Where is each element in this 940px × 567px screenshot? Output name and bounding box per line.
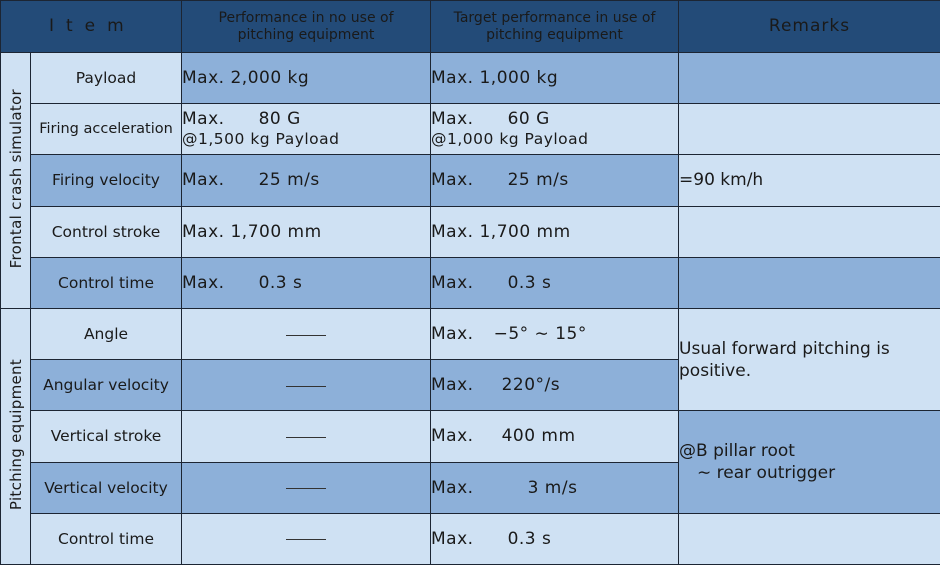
item-angle: Angle	[29, 307, 183, 361]
value-max-label: Max.	[182, 170, 225, 191]
value-payload-note: @1,000 kg Payload	[431, 130, 589, 149]
remarks-vertical: @B pillar root ∼ rear outrigger	[678, 410, 940, 514]
value-pitch-control-time-no-pitch	[181, 512, 432, 566]
target-header-line2: pitching equipment	[486, 26, 623, 43]
remarks-header: Remarks	[678, 0, 940, 53]
remarks-vertical-line1: @B pillar root	[679, 441, 795, 461]
value-max-label: Max.	[431, 324, 474, 345]
value-amount: 0.3 s	[258, 272, 303, 293]
no-pitch-header-line1: Performance in no use of	[218, 9, 394, 26]
table-row: Vertical stroke Max. 400 mm @B pillar roo…	[1, 410, 940, 514]
table-row: Firing acceleration Max. 80 G @1,500 kg P…	[1, 103, 940, 156]
remarks-firing-velocity: =90 km/h	[678, 154, 940, 207]
remarks-firing-acceleration	[678, 103, 940, 156]
value-angle-target: Max. −5° ∼ 15°	[430, 307, 680, 361]
value-max-label: Max.	[431, 109, 474, 130]
value-firing-velocity-no-pitch: Max. 25 m/s	[181, 154, 432, 207]
value-angle-no-pitch	[181, 307, 432, 361]
value-amount: 25 m/s	[258, 170, 320, 191]
table-row: Control time Max. 0.3 s Max. 0.3 s	[1, 256, 940, 309]
item-payload: Payload	[29, 51, 183, 105]
no-pitch-header: Performance in no use of pitching equipm…	[181, 0, 432, 53]
remarks-control-time	[678, 256, 940, 309]
item-firing-acceleration: Firing acceleration	[29, 103, 183, 156]
value-payload-note: @1,500 kg Payload	[182, 130, 340, 149]
item-firing-velocity: Firing velocity	[29, 154, 183, 207]
remarks-payload	[678, 51, 940, 105]
value-angular-velocity-target: Max. 220°/s	[430, 359, 680, 412]
value-max-label: Max.	[431, 477, 474, 498]
value-amount: 220°/s	[501, 375, 561, 396]
item-control-time: Control time	[29, 256, 183, 309]
remarks-angle-line2: positive.	[679, 360, 752, 381]
value-max-label: Max.	[431, 375, 474, 396]
item-vertical-velocity: Vertical velocity	[29, 461, 183, 514]
remarks-pitch-control-time	[678, 512, 940, 566]
value-pitch-control-time-target: Max. 0.3 s	[430, 512, 680, 566]
dash-placeholder	[286, 539, 327, 541]
value-control-stroke-no-pitch: Max. 1,700 mm	[181, 205, 432, 258]
item-pitch-control-time: Control time	[29, 512, 183, 566]
remarks-angle-line1: Usual forward pitching is	[679, 338, 890, 359]
group-label-pitching: Pitching equipment	[6, 358, 25, 510]
value-max-label: Max.	[182, 109, 225, 130]
group-frontal-crash-simulator: Frontal crash simulator	[0, 52, 31, 309]
dash-placeholder	[286, 334, 327, 336]
remarks-control-stroke	[678, 205, 940, 258]
value-max-label: Max.	[431, 426, 474, 447]
item-header: Item	[0, 0, 183, 53]
item-control-stroke: Control stroke	[29, 205, 183, 258]
value-amount: 60 G	[507, 109, 550, 130]
value-max-label: Max.	[431, 528, 474, 549]
value-vertical-stroke-no-pitch	[181, 410, 432, 463]
table-row: Control time Max. 0.3 s	[1, 512, 940, 566]
item-angular-velocity: Angular velocity	[29, 359, 183, 412]
table-row: Pitching equipment Angle Max. −5° ∼ 15° U…	[0, 307, 940, 566]
header-row: Item Performance in no use of pitching e…	[0, 0, 940, 53]
value-payload-no-pitch: Max. 2,000 kg	[181, 51, 432, 105]
value-max-label: Max.	[431, 170, 474, 191]
dash-placeholder	[286, 385, 327, 387]
value-control-stroke-target: Max. 1,700 mm	[430, 205, 680, 258]
value-amount: −5° ∼ 15°	[493, 324, 587, 345]
item-vertical-stroke: Vertical stroke	[29, 410, 183, 463]
table-row: Control stroke Max. 1,700 mm Max. 1,700 …	[1, 205, 940, 258]
remarks-angle: Usual forward pitching is positive.	[678, 307, 940, 412]
group-pitching-equipment: Pitching equipment	[0, 307, 31, 566]
value-vertical-stroke-target: Max. 400 mm	[430, 410, 680, 463]
value-firing-acceleration-no-pitch: Max. 80 G @1,500 kg Payload	[181, 103, 432, 156]
value-amount: 0.3 s	[507, 272, 552, 293]
value-max-label: Max.	[431, 272, 474, 293]
value-control-time-target: Max. 0.3 s	[430, 256, 680, 309]
table-row: Firing velocity Max. 25 m/s Max. 25 m/s =9…	[1, 154, 940, 207]
table-row: Angular velocity Max. 220°/s	[1, 359, 940, 412]
value-amount: 25 m/s	[507, 170, 569, 191]
value-vertical-velocity-no-pitch	[181, 461, 432, 514]
no-pitch-header-line2: pitching equipment	[237, 26, 375, 43]
target-header-line1: Target performance in use of	[453, 9, 656, 26]
target-header: Target performance in use of pitching eq…	[430, 0, 680, 53]
value-angular-velocity-no-pitch	[181, 359, 432, 412]
value-amount: 80 G	[258, 109, 301, 130]
dash-placeholder	[286, 436, 327, 438]
group-label-frontal: Frontal crash simulator	[6, 88, 25, 269]
value-amount: 3 m/s	[527, 477, 578, 498]
value-control-time-no-pitch: Max. 0.3 s	[181, 256, 432, 309]
value-firing-velocity-target: Max. 25 m/s	[430, 154, 680, 207]
dash-placeholder	[286, 488, 327, 490]
value-firing-acceleration-target: Max. 60 G @1,000 kg Payload	[430, 103, 680, 156]
table-row: Frontal crash simulator Payload Max. 2,0…	[0, 51, 940, 309]
table-row: Vertical velocity Max. 3 m/s	[1, 461, 940, 514]
value-vertical-velocity-target: Max. 3 m/s	[430, 461, 680, 514]
value-payload-target: Max. 1,000 kg	[430, 51, 680, 105]
value-amount: 400 mm	[501, 426, 576, 447]
value-max-label: Max.	[182, 272, 225, 293]
value-amount: 0.3 s	[507, 528, 552, 549]
remarks-vertical-line2: ∼ rear outrigger	[697, 463, 836, 483]
